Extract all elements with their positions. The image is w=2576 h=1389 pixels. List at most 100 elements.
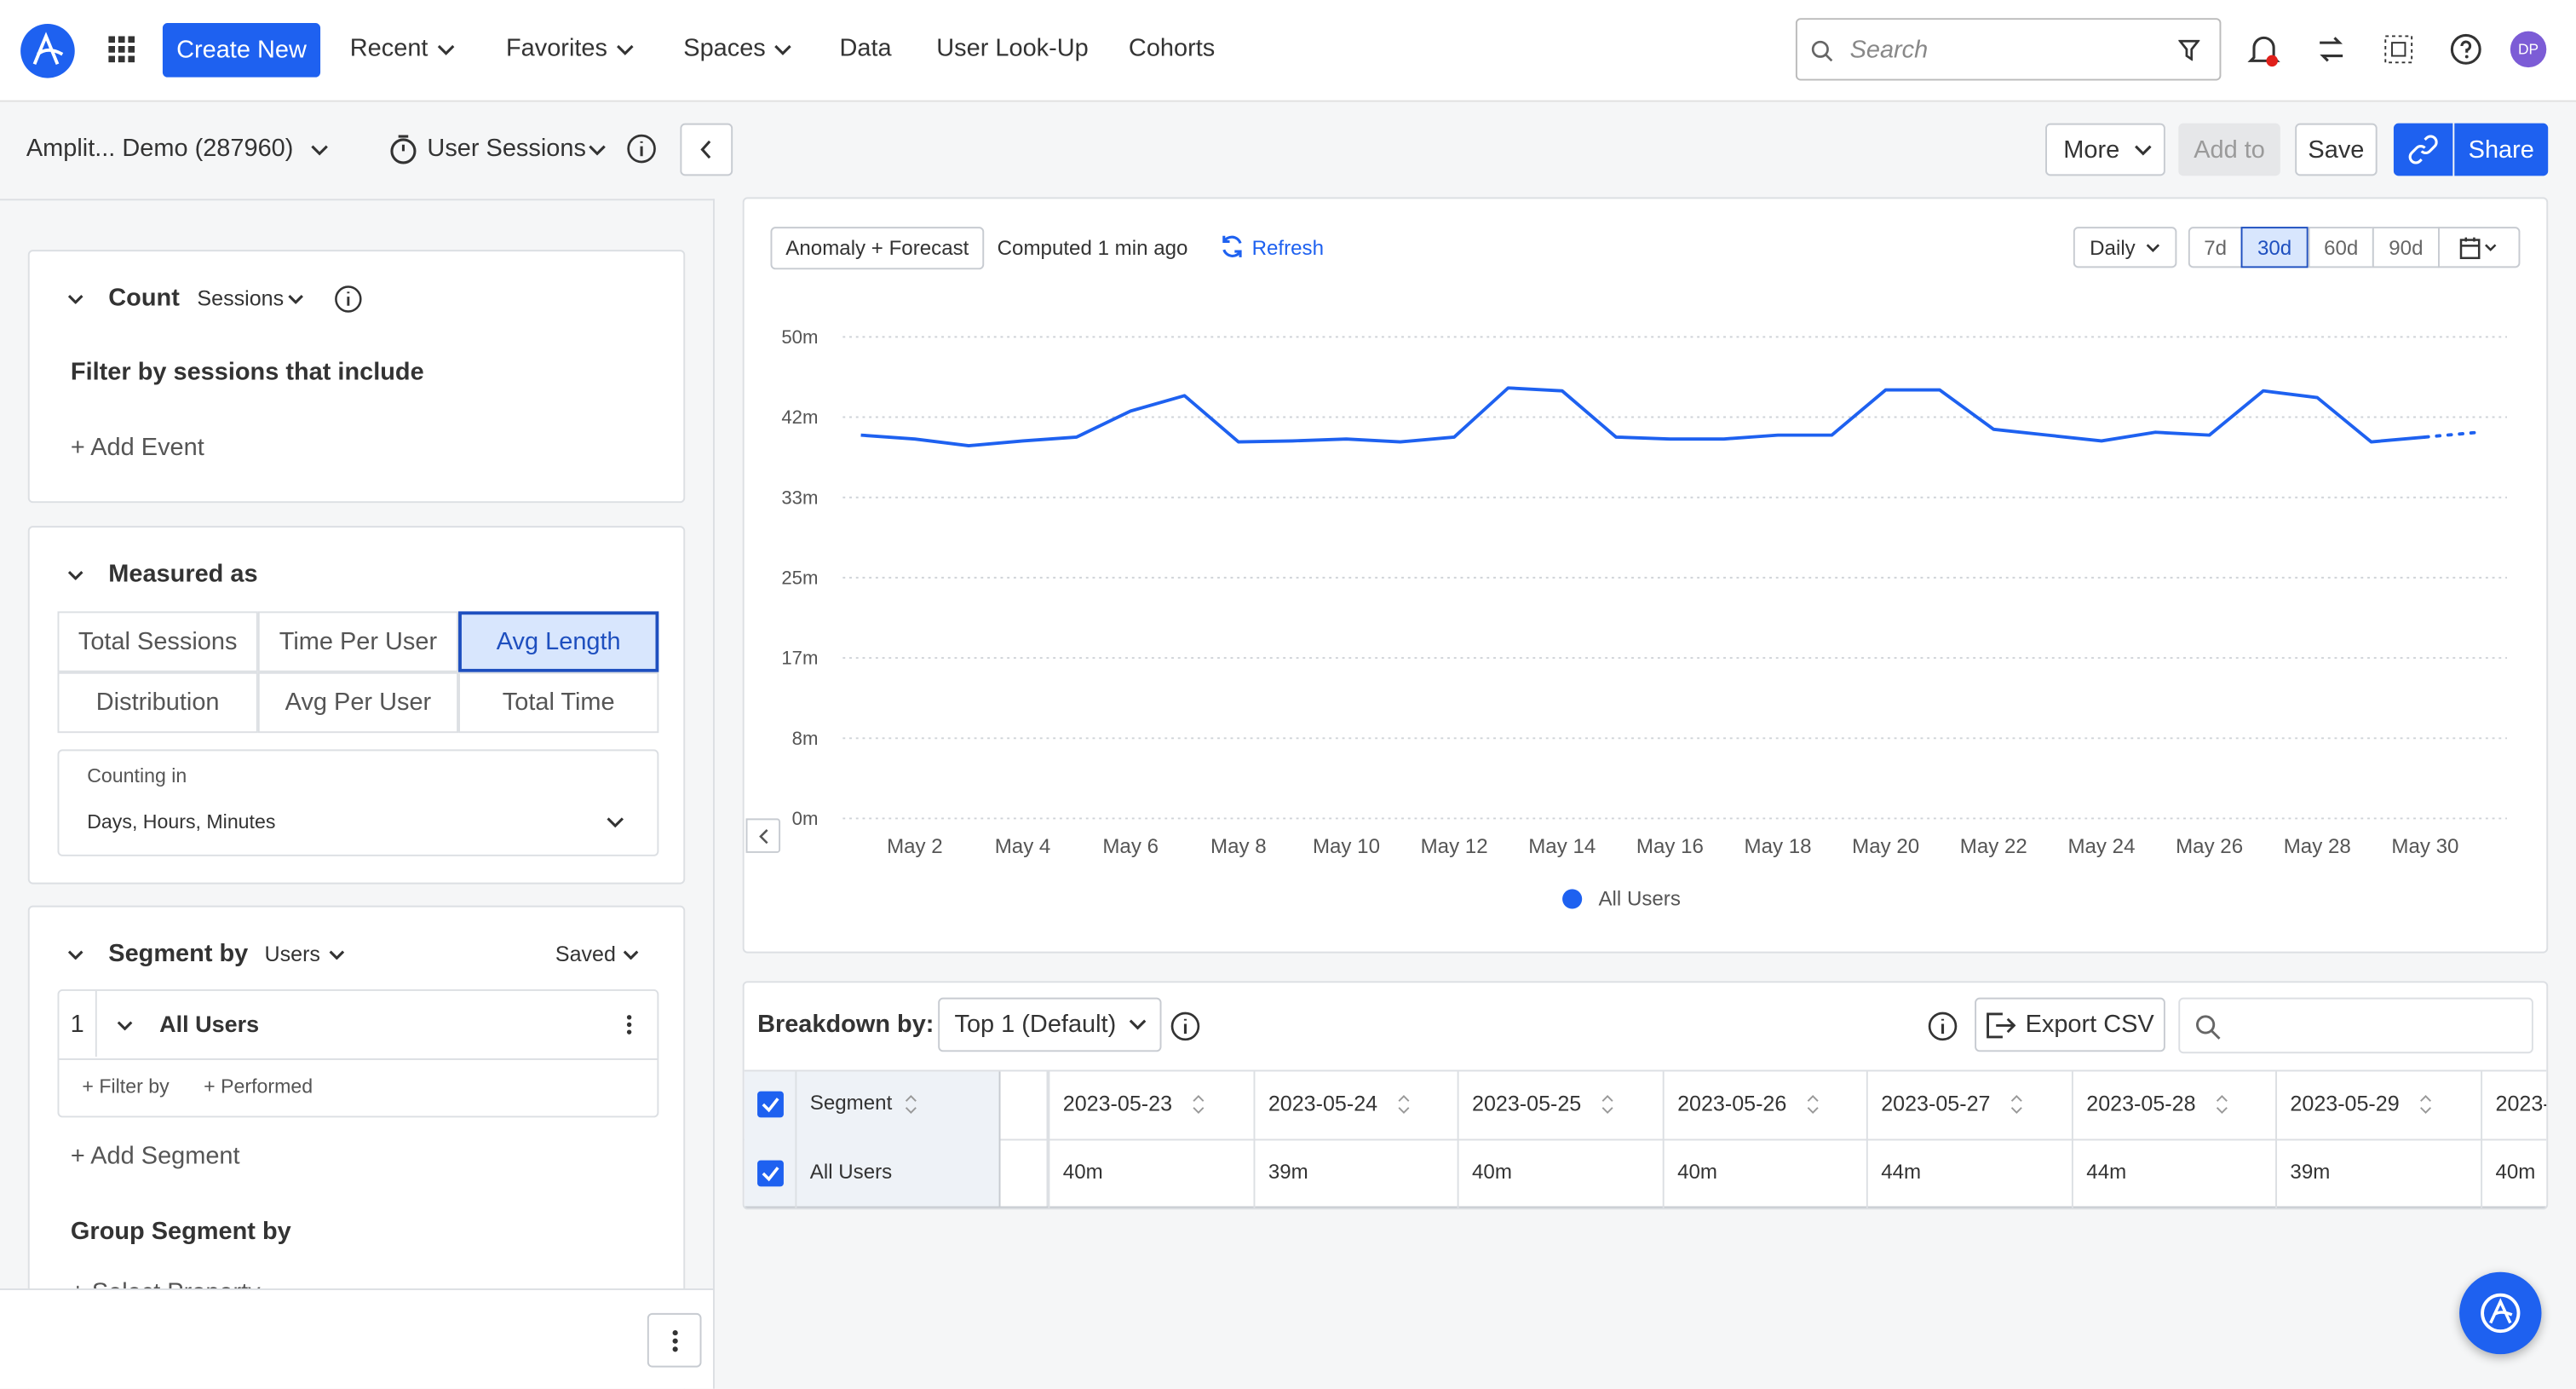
column-header[interactable]: 2023-05-24	[1268, 1092, 1377, 1116]
column-header[interactable]: 2023-05-23	[1063, 1092, 1172, 1116]
help-fab[interactable]	[2459, 1272, 2541, 1354]
avatar[interactable]: DP	[2510, 32, 2546, 67]
apps-icon[interactable]	[108, 36, 135, 62]
x-tick-label: May 20	[1852, 835, 1919, 858]
column-divider	[2275, 1071, 2277, 1207]
info-icon[interactable]	[333, 285, 363, 314]
x-tick-label: May 30	[2391, 835, 2458, 858]
checkbox[interactable]	[757, 1092, 784, 1118]
y-tick-label: 8m	[792, 728, 819, 749]
unit-selector[interactable]: Sessions	[197, 286, 284, 311]
nav-item[interactable]: Data	[839, 34, 891, 62]
info-icon[interactable]	[1170, 1011, 1201, 1042]
filter-by[interactable]: + Filter by	[82, 1075, 169, 1098]
chevron	[607, 816, 624, 827]
chevron[interactable]	[67, 570, 83, 580]
column-header[interactable]: Segment	[810, 1092, 892, 1115]
chevron[interactable]	[67, 950, 83, 960]
segment-row: 1 All Users + Filter by + Performed	[57, 989, 658, 1117]
nav-item[interactable]: Recent	[350, 34, 428, 62]
notifications-icon[interactable]	[2247, 33, 2280, 69]
nav-item[interactable]: Cohorts	[1129, 34, 1215, 62]
sync-icon[interactable]	[2316, 34, 2346, 64]
table-cell: 40m	[1472, 1161, 1512, 1184]
y-tick-label: 17m	[781, 648, 818, 669]
table-search[interactable]	[2178, 998, 2533, 1054]
measure-option[interactable]: Total Sessions	[57, 611, 257, 671]
table-cell: 44m	[2086, 1161, 2126, 1184]
export-button[interactable]: Export CSV	[1975, 998, 2165, 1052]
metric-selector[interactable]: User Sessions	[427, 135, 585, 163]
column-divider	[1048, 1071, 1049, 1207]
saved-selector[interactable]: Saved	[555, 942, 616, 966]
column-header[interactable]: 2023-05-26	[1677, 1092, 1786, 1116]
measure-option[interactable]: Distribution	[57, 672, 257, 733]
forecast-line	[2425, 432, 2479, 437]
x-tick-label: May 16	[1636, 835, 1704, 858]
kebab-icon[interactable]	[626, 1014, 633, 1035]
x-tick-label: May 14	[1528, 835, 1596, 858]
sort-arrows	[1807, 1094, 1819, 1114]
chevron	[2135, 144, 2153, 155]
chevron[interactable]	[117, 1021, 133, 1031]
sort-icon	[2011, 1094, 2021, 1114]
segment-index: 1	[59, 991, 96, 1057]
x-tick-label: May 6	[1102, 835, 1159, 858]
link-button[interactable]	[2394, 124, 2452, 176]
y-tick-label: 25m	[781, 568, 818, 589]
options-button[interactable]	[647, 1313, 702, 1368]
nav-item[interactable]: User Look-Up	[936, 34, 1088, 62]
table-cell: 39m	[2290, 1161, 2330, 1184]
add-segment[interactable]: + Add Segment	[71, 1142, 240, 1170]
section-title: Measured as	[108, 561, 257, 589]
kebab-icon	[671, 1328, 678, 1352]
link-icon	[2408, 135, 2438, 164]
chart: 0m8m17m25m33m42m50mMay 2May 4May 6May 8M…	[745, 199, 2547, 951]
nav-item[interactable]: Spaces	[683, 34, 766, 62]
column-header[interactable]: 2023-	[2495, 1092, 2546, 1116]
measure-option[interactable]: Total Time	[458, 672, 658, 733]
checkbox[interactable]	[757, 1161, 784, 1187]
measure-option[interactable]: Avg Per User	[258, 672, 458, 733]
count-panel: Count Sessions Filter by sessions that i…	[28, 250, 685, 503]
info-icon[interactable]	[626, 133, 658, 164]
add-to-button[interactable]: Add to	[2178, 124, 2280, 176]
search-box[interactable]: Search	[1796, 18, 2221, 80]
counting-select[interactable]: Counting in Days, Hours, Minutes	[57, 749, 658, 856]
project-selector[interactable]: Amplit... Demo (287960)	[26, 135, 294, 163]
table-cell: 39m	[1268, 1161, 1308, 1184]
search-icon	[1810, 39, 1833, 62]
collapse-button[interactable]	[680, 124, 733, 176]
more-button[interactable]: More	[2045, 124, 2165, 176]
sidebar: Count Sessions Filter by sessions that i…	[0, 199, 715, 1388]
save-button[interactable]: Save	[2295, 124, 2377, 176]
chevron	[1130, 1019, 1147, 1031]
sidebar-footer	[0, 1288, 713, 1389]
performed[interactable]: + Performed	[204, 1075, 313, 1098]
column-header[interactable]: 2023-05-27	[1881, 1092, 1990, 1116]
share-button[interactable]: Share	[2454, 124, 2548, 176]
column-header[interactable]: 2023-05-28	[2086, 1092, 2195, 1116]
chevron[interactable]	[67, 294, 83, 304]
add-event[interactable]: + Add Event	[71, 434, 204, 462]
info-icon[interactable]	[1927, 1011, 1958, 1042]
sort-arrows	[2420, 1094, 2432, 1114]
x-tick-label: May 18	[1745, 835, 1812, 858]
column-header[interactable]: 2023-05-29	[2290, 1092, 2399, 1116]
nav-item[interactable]: Favorites	[506, 34, 607, 62]
help-icon[interactable]	[2449, 33, 2482, 66]
measure-option-selected[interactable]: Avg Length	[458, 611, 658, 671]
measure-option[interactable]: Time Per User	[258, 611, 458, 671]
column-header[interactable]: 2023-05-25	[1472, 1092, 1581, 1116]
chevron	[310, 145, 328, 157]
breakdown-select[interactable]: Top 1 (Default)	[938, 998, 1161, 1052]
sort-icon	[2420, 1094, 2430, 1114]
filter-icon[interactable]	[2178, 39, 2199, 61]
logo[interactable]	[20, 23, 76, 79]
unit-selector[interactable]: Users	[264, 942, 319, 966]
create-new-button[interactable]: Create New	[163, 23, 320, 78]
logo	[2479, 1292, 2521, 1334]
select-icon[interactable]	[2383, 34, 2413, 64]
search-placeholder: Search	[1850, 36, 1929, 64]
